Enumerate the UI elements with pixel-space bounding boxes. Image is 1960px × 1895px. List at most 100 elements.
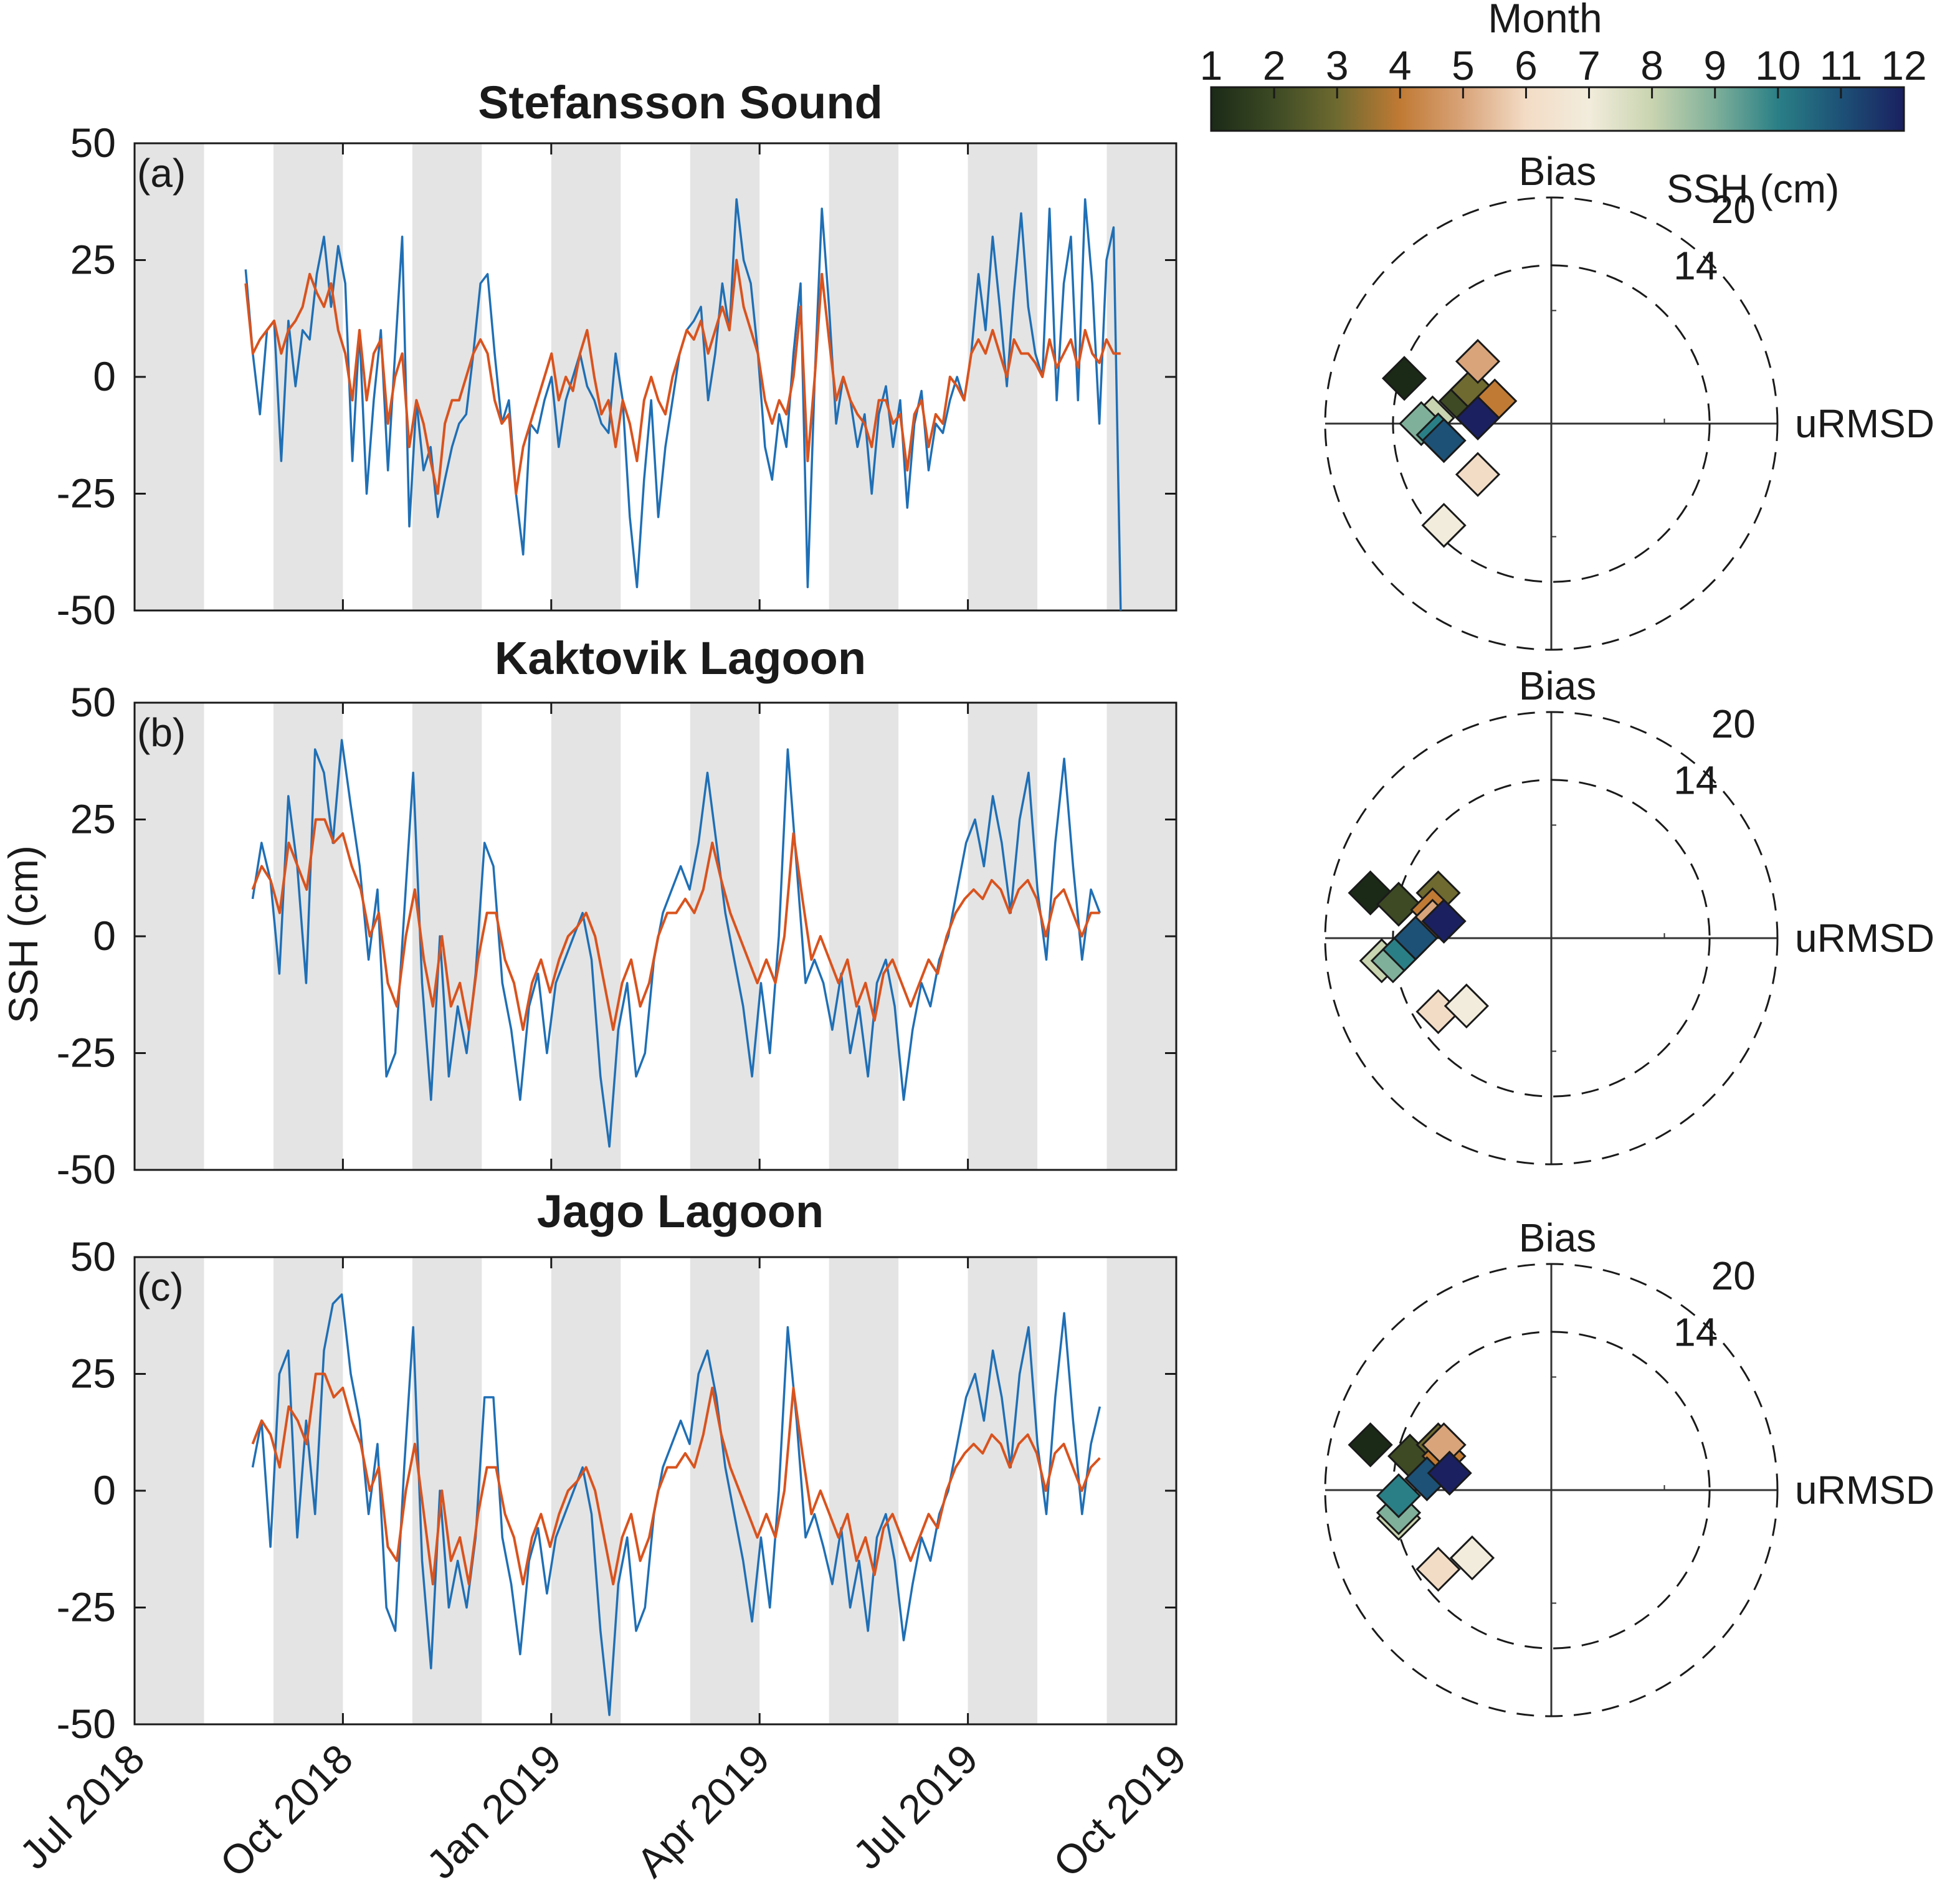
month-marker-7 xyxy=(1444,983,1489,1029)
y-tick-label: -50 xyxy=(57,1146,116,1192)
month-shade-band xyxy=(968,1257,1038,1724)
month-shade-band xyxy=(135,143,204,610)
ring-14 xyxy=(1392,264,1711,583)
bias-label: Bias xyxy=(1519,663,1597,708)
y-tick-label: 50 xyxy=(70,1233,116,1280)
month-shade-band xyxy=(690,703,760,1170)
month-shade-band xyxy=(135,703,204,1170)
month-shade-band xyxy=(273,1257,343,1724)
colorbar-tick-label: 12 xyxy=(1881,42,1926,88)
month-marker-11 xyxy=(1393,915,1439,961)
colorbar-tick-label: 7 xyxy=(1577,42,1601,88)
month-marker-5 xyxy=(1455,339,1501,384)
y-tick-label: 0 xyxy=(93,913,116,959)
month-shade-band xyxy=(829,703,899,1170)
series-line-observed xyxy=(251,739,1101,1148)
urmsd-label: uRMSD xyxy=(1795,401,1934,446)
series-line-model xyxy=(251,818,1100,1031)
colorbar-tick-label: 11 xyxy=(1820,42,1863,88)
month-marker-7 xyxy=(1421,503,1467,548)
polar-diagram-3: 14 20 Bias uRMSD xyxy=(1324,1215,1934,1717)
colorbar-tick-label: 4 xyxy=(1389,42,1412,88)
y-tick-label: 0 xyxy=(93,353,116,399)
series-line-model xyxy=(244,259,1121,495)
panel-title: Stefansson Sound xyxy=(478,77,883,128)
ring-label: 20 xyxy=(1711,1253,1756,1298)
units-label: SSH (cm) xyxy=(1667,166,1839,211)
y-tick-label: -25 xyxy=(57,1584,116,1630)
y-tick-label: 50 xyxy=(70,679,116,725)
colorbar-tick-label: 8 xyxy=(1640,42,1663,88)
ts-panel-1: 50 25 0 -25 -50 Stefansson Sound (a) xyxy=(57,77,1177,633)
colorbar-tick-label: 10 xyxy=(1755,42,1801,88)
month-marker-10 xyxy=(1376,1473,1422,1519)
ring-20 xyxy=(1324,196,1779,651)
bias-label: Bias xyxy=(1519,1215,1597,1260)
y-tick-label: 50 xyxy=(70,120,116,166)
month-shade-band xyxy=(829,143,899,610)
panel-title: Kaktovik Lagoon xyxy=(495,632,866,684)
colorbar-tick-label: 5 xyxy=(1452,42,1475,88)
time-series-panels: 50 25 0 -25 -50 Stefansson Sound (a) 50 25 0 -25 -5… xyxy=(11,77,1195,1888)
panel-title: Jago Lagoon xyxy=(537,1185,824,1237)
urmsd-label: uRMSD xyxy=(1795,916,1934,961)
y-tick-label: 25 xyxy=(70,237,116,283)
y-axis-label: SSH (cm) xyxy=(0,845,46,1023)
month-colorbar: Month 1 2 3 4 5 6 7 8 9 10 11 12 xyxy=(1200,0,1927,132)
colorbar-tick-label: 6 xyxy=(1515,42,1538,88)
series-line-observed xyxy=(251,1293,1101,1716)
month-marker-1 xyxy=(1381,356,1427,401)
month-marker-2 xyxy=(1376,881,1422,927)
ring-label: 14 xyxy=(1673,1310,1718,1355)
panel-letter: (c) xyxy=(137,1265,184,1309)
colorbar-tick-label: 2 xyxy=(1263,42,1286,88)
polar-panels: 14 20 Bias uRMSD SSH (cm) 14 20 Bias uRMSD 14 20 Bi… xyxy=(1324,149,1934,1717)
bias-label: Bias xyxy=(1519,149,1597,194)
month-marker-12 xyxy=(1421,898,1467,944)
y-tick-label: 25 xyxy=(70,796,116,842)
polar-diagram-1: 14 20 Bias uRMSD SSH (cm) xyxy=(1324,149,1934,651)
month-marker-11 xyxy=(1421,418,1467,463)
month-marker-7 xyxy=(1449,1535,1495,1581)
month-shade-band xyxy=(412,703,482,1170)
y-tick-label: -25 xyxy=(57,470,116,516)
month-shade-band xyxy=(273,143,343,610)
month-shade-band xyxy=(135,1257,204,1724)
month-shade-band xyxy=(1106,703,1176,1170)
month-shade-band xyxy=(1106,1257,1176,1724)
month-shade-band xyxy=(690,1257,760,1724)
month-shade-band xyxy=(968,703,1038,1170)
month-shade-band xyxy=(690,143,760,610)
ring-label: 14 xyxy=(1673,758,1718,803)
y-tick-label: 25 xyxy=(70,1351,116,1397)
y-tick-label: -50 xyxy=(57,1701,116,1747)
month-marker-1 xyxy=(1348,1422,1393,1468)
panel-letter: (a) xyxy=(137,151,186,196)
colorbar-ticks: 1 2 3 4 5 6 7 8 9 10 11 12 xyxy=(1200,42,1927,98)
urmsd-label: uRMSD xyxy=(1795,1468,1934,1513)
polar-diagram-2: 14 20 Bias uRMSD xyxy=(1324,663,1934,1166)
colorbar-tick-label: 3 xyxy=(1326,42,1349,88)
colorbar-title: Month xyxy=(1488,0,1602,41)
ring-label: 20 xyxy=(1711,701,1756,746)
colorbar-gradient xyxy=(1210,86,1905,132)
colorbar-tick-label: 9 xyxy=(1703,42,1726,88)
y-tick-label: -25 xyxy=(57,1030,116,1076)
month-shade-band xyxy=(968,143,1038,610)
ts-panel-2: 50 25 0 -25 -50 Kaktovik Lagoon (b) xyxy=(57,632,1177,1192)
ring-20 xyxy=(1324,711,1779,1166)
month-marker-12 xyxy=(1455,395,1501,441)
ring-label: 14 xyxy=(1673,244,1718,288)
y-tick-label: 0 xyxy=(93,1467,116,1513)
ring-20 xyxy=(1324,1263,1779,1717)
month-marker-6 xyxy=(1415,1546,1461,1592)
ring-14 xyxy=(1392,779,1711,1098)
colorbar-tick-label: 1 xyxy=(1200,42,1223,88)
month-shade-band xyxy=(412,1257,482,1724)
series-line-model xyxy=(251,1372,1101,1585)
y-tick-label: -50 xyxy=(57,587,116,633)
panel-letter: (b) xyxy=(137,710,186,755)
month-marker-6 xyxy=(1455,452,1501,497)
month-shade-band xyxy=(829,1257,899,1724)
